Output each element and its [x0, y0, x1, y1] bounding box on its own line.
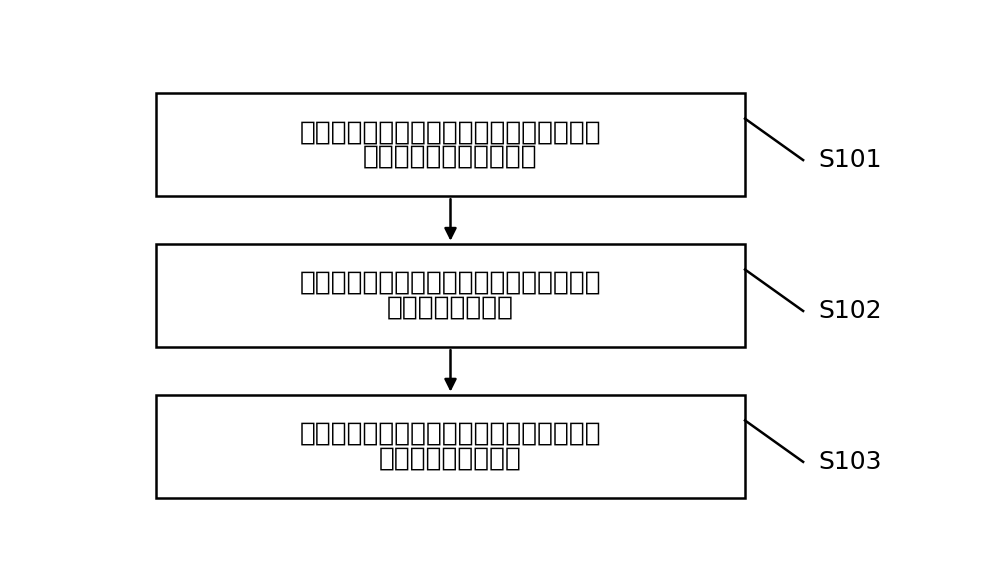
- Text: S101: S101: [819, 148, 882, 172]
- Text: S103: S103: [819, 450, 882, 474]
- Text: 差进行实时监测和判断；: 差进行实时监测和判断；: [363, 144, 538, 170]
- Bar: [156, 243, 745, 347]
- Text: S102: S102: [819, 299, 882, 323]
- Text: 根据判断结果的转变，对所述计算机主板的: 根据判断结果的转变，对所述计算机主板的: [300, 421, 601, 447]
- Bar: [156, 93, 745, 197]
- Text: 对计算机主板的输入端和输出端之间的电流: 对计算机主板的输入端和输出端之间的电流: [300, 119, 601, 145]
- Text: 根据异常判断结果，对所述计算机主板进行: 根据异常判断结果，对所述计算机主板进行: [300, 270, 601, 296]
- Text: 限流和降耗处理；: 限流和降耗处理；: [387, 295, 514, 321]
- Text: 电流进行对应转化。: 电流进行对应转化。: [379, 446, 522, 472]
- Bar: [156, 394, 745, 498]
